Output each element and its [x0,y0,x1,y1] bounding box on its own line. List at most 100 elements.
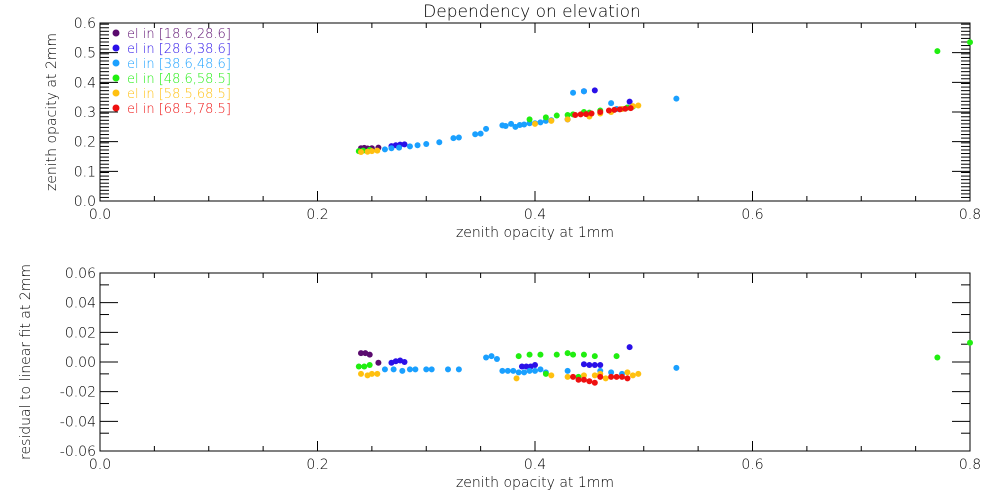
data-point [390,366,397,373]
data-point [532,120,538,127]
data-point [436,139,443,146]
y-tick-label: 0.00 [65,355,96,371]
legend-label: el in [38.6,48.6] [127,57,231,72]
data-point [537,351,544,358]
data-point [564,373,571,380]
x-tick-label: 0.8 [959,207,981,223]
data-point [412,366,419,373]
data-point [401,141,408,148]
data-point [580,88,587,95]
data-point [605,107,612,114]
data-point [967,339,973,346]
data-point [381,366,388,373]
data-point [401,359,408,365]
data-point [358,149,364,156]
data-point [626,98,633,105]
data-point [523,363,530,370]
data-point [548,117,555,124]
data-point [608,369,615,376]
legend-marker [112,29,120,37]
data-point [499,367,506,374]
data-point [627,105,634,112]
data-point [477,130,484,137]
legend-label: el in [18.6,28.6] [127,27,231,42]
legend: el in [18.6,28.6]el in [28.6,38.6]el in … [112,27,231,117]
data-point [934,354,941,361]
data-point [553,112,560,119]
data-point [504,367,511,374]
data-point [502,122,509,129]
y-tick-label: 0.1 [74,164,96,180]
data-point [586,378,593,385]
data-point [532,361,538,368]
data-point [613,353,620,360]
data-point [355,363,362,370]
data-point [580,372,587,379]
legend-label: el in [48.6,58.5] [127,72,231,87]
data-point [553,351,560,358]
x-tick-label: 0.8 [959,457,981,473]
data-point [608,100,615,107]
data-point [602,375,609,382]
data-point [361,363,368,370]
data-point [597,373,604,380]
y-tick-label: 0.0 [74,194,96,210]
data-point [537,119,544,126]
data-point [358,350,364,357]
data-point [572,111,579,118]
data-point [406,143,413,150]
data-point [375,359,382,366]
y-tick-label: -0.02 [60,385,96,401]
x-tick-label: 0.2 [306,207,328,223]
y-tick-label: 0.02 [65,325,96,341]
data-point [542,370,549,377]
data-point [455,366,462,373]
data-point [518,363,525,370]
data-point [526,367,533,374]
data-point [570,351,577,358]
data-point [591,361,598,368]
data-point [508,120,515,127]
data-point [591,372,598,379]
legend-marker [112,89,120,97]
top-plot: 0.0 0.2 0.4 0.6 0.8 0.0 0.1 0.2 0.3 0.4 0.5 0.6 [74,16,981,223]
data-point [428,366,435,373]
data-point [967,39,973,46]
data-point [597,361,604,368]
y-tick-label: 0.04 [65,296,96,312]
data-point [635,102,642,109]
y-tick-label: 0.3 [74,105,96,121]
data-point [580,351,587,358]
data-point [597,109,604,115]
y-tick-label: 0.06 [65,266,96,282]
data-point [368,148,375,155]
data-point [455,134,462,141]
x-tick-label: 0.4 [524,457,546,473]
x-tick-label: 0.0 [89,207,111,223]
data-point [366,351,373,358]
y-tick-label: -0.04 [60,414,96,430]
data-point [624,375,631,382]
data-point [580,361,587,368]
data-point [588,110,595,117]
data-point [381,146,388,153]
data-point [399,367,406,374]
y-tick-label: -0.06 [60,444,96,460]
data-point [608,373,615,380]
data-point [577,111,584,118]
data-point [472,131,479,138]
data-point [388,145,395,152]
y-tick-label: 0.6 [74,16,96,32]
data-point [366,361,373,368]
data-point [510,367,517,374]
data-point [580,376,587,383]
bottom-y-axis-label: residual to linear fit at 2mm [18,264,34,460]
data-point [374,147,381,154]
legend-marker [112,74,120,82]
data-point [564,111,571,118]
top-x-axis-label: zenith opacity at 1mm [456,225,614,241]
data-point [591,353,598,360]
x-tick-label: 0.0 [89,457,111,473]
legend-marker [112,104,120,112]
data-point [673,95,680,102]
